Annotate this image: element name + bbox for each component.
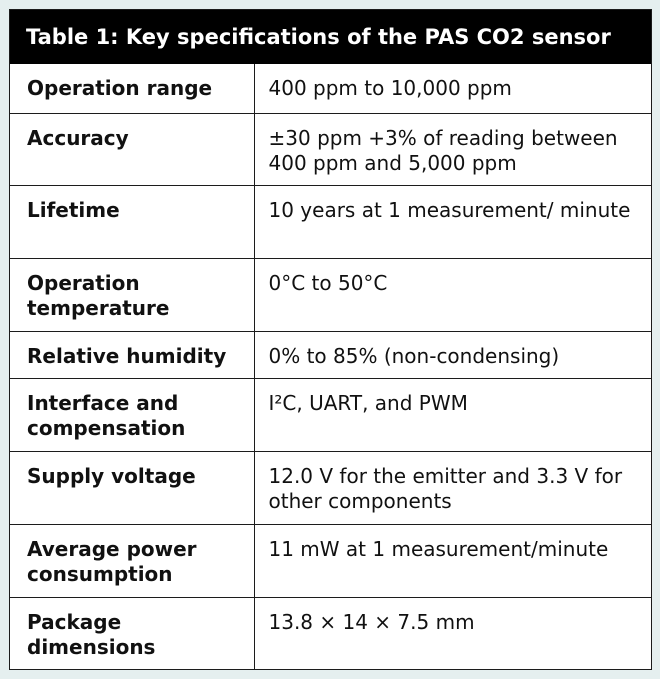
row-label-average-power: Average power consumption xyxy=(10,523,255,597)
row-label-relative-humidity: Relative humidity xyxy=(10,330,255,378)
row-value-operation-range: 400 ppm to 10,000 ppm xyxy=(268,76,512,100)
row-value-average-power: 11 mW at 1 measurement/minute xyxy=(254,523,651,597)
table-row: Package dimensions 13.8 × 14 × 7.5 mm xyxy=(10,596,651,669)
row-label-operation-temperature: Operation temperature xyxy=(10,257,255,331)
row-value-operation-temperature: 0°C to 50°C xyxy=(254,257,651,331)
row-label-lifetime: Lifetime xyxy=(10,184,255,258)
row-label-interface: Interface and compensation xyxy=(10,377,255,451)
table-row: Interface and compensation I²C, UART, an… xyxy=(10,377,651,451)
row-value-interface: I²C, UART, and PWM xyxy=(254,377,651,451)
table-row: Relative humidity 0% to 85% (non-condens… xyxy=(10,330,651,378)
spec-table-frame: Table 1: Key specifications of the PAS C… xyxy=(9,9,652,670)
table-row: Average power consumption 11 mW at 1 mea… xyxy=(10,523,651,597)
table-row: Operation temperature 0°C to 50°C xyxy=(10,257,651,331)
table-row: Operation range 400 ppm to 10,000 ppm xyxy=(10,64,651,113)
row-label-supply-voltage: Supply voltage xyxy=(10,450,255,524)
row-label-accuracy: Accuracy xyxy=(10,112,255,185)
row-value-supply-voltage: 12.0 V for the emitter and 3.3 V for oth… xyxy=(254,450,651,524)
row-value-package-dimensions: 13.8 × 14 × 7.5 mm xyxy=(254,596,651,669)
row-label-operation-range: Operation range xyxy=(10,64,255,113)
spec-table: Operation range 400 ppm to 10,000 ppm Ac… xyxy=(10,64,651,669)
row-label-package-dimensions: Package dimensions xyxy=(10,596,255,669)
table-row: Lifetime 10 years at 1 measurement/ minu… xyxy=(10,184,651,258)
row-value-accuracy: ±30 ppm +3% of reading between 400 ppm a… xyxy=(254,112,651,185)
row-value-lifetime: 10 years at 1 measurement/ minute xyxy=(254,184,651,258)
table-row: Supply voltage 12.0 V for the emitter an… xyxy=(10,450,651,524)
table-title: Table 1: Key specifications of the PAS C… xyxy=(10,10,651,64)
table-row: Accuracy ±30 ppm +3% of reading between … xyxy=(10,112,651,185)
row-value-relative-humidity: 0% to 85% (non-condensing) xyxy=(254,330,651,378)
